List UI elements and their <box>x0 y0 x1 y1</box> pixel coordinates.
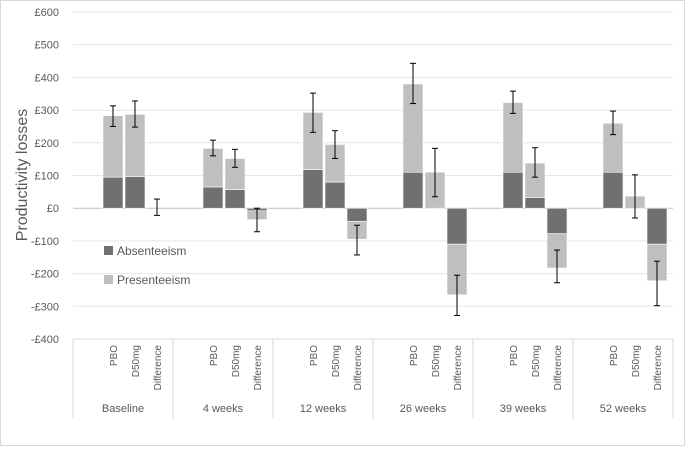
x-group-label: Baseline <box>102 403 144 415</box>
y-tick-label: £300 <box>35 105 59 117</box>
x-group-label: 4 weeks <box>203 403 244 415</box>
x-axis: PBO D50mg Difference Baseline PBO D50mg Differ… <box>72 338 674 419</box>
x-tick-label: D50mg <box>531 345 542 377</box>
y-tick-label: -£200 <box>31 269 59 281</box>
bar-absenteeism <box>324 181 346 209</box>
x-tick-label: PBO <box>109 345 120 366</box>
y-axis-ticks: £600 £500 £400 £300 £200 £100 £0 -£100 -£200 -£30… <box>31 7 59 346</box>
y-tick-label: £200 <box>35 138 59 150</box>
bar-absenteeism <box>224 189 246 209</box>
legend-label: Absenteeism <box>117 244 186 258</box>
x-tick-label: PBO <box>609 345 620 366</box>
bar-absenteeism <box>302 169 324 209</box>
y-tick-label: £0 <box>47 203 59 215</box>
bar-absenteeism <box>646 207 668 245</box>
x-tick-label: Difference <box>653 345 664 391</box>
bar-absenteeism <box>602 171 624 209</box>
bar-absenteeism <box>346 207 368 222</box>
y-tick-label: -£100 <box>31 236 59 248</box>
y-axis-title: Productivity losses <box>14 109 31 242</box>
x-tick-label: Difference <box>253 345 264 391</box>
x-tick-label: PBO <box>209 345 220 366</box>
bar-absenteeism <box>202 186 224 209</box>
y-tick-label: £500 <box>35 40 59 52</box>
bar-absenteeism <box>446 207 468 245</box>
x-tick-label: Difference <box>353 345 364 391</box>
x-group-label: 39 weeks <box>500 403 547 415</box>
x-tick-label: D50mg <box>431 345 442 377</box>
legend-label: Presenteeism <box>117 273 190 287</box>
bar-absenteeism <box>124 176 146 209</box>
bars <box>102 62 668 316</box>
x-tick-label: Difference <box>153 345 164 391</box>
legend: Absenteeism Presenteeism <box>104 244 190 287</box>
x-tick-label: D50mg <box>131 345 142 377</box>
x-group-label: 52 weeks <box>600 403 647 415</box>
x-group-label: 26 weeks <box>400 403 447 415</box>
bar-absenteeism <box>524 197 546 209</box>
x-tick-label: PBO <box>509 345 520 366</box>
bar-absenteeism <box>502 171 524 209</box>
y-tick-label: -£400 <box>31 334 59 346</box>
y-gridlines <box>73 11 673 340</box>
x-tick-label: D50mg <box>331 345 342 377</box>
bar-absenteeism <box>102 176 124 209</box>
x-tick-label: Difference <box>553 345 564 391</box>
y-tick-label: -£300 <box>31 301 59 313</box>
y-tick-label: £600 <box>35 7 59 19</box>
bar-absenteeism <box>402 171 424 209</box>
x-tick-label: Difference <box>453 345 464 391</box>
x-tick-label: D50mg <box>631 345 642 377</box>
legend-swatch <box>104 246 113 255</box>
y-tick-label: £400 <box>35 72 59 84</box>
x-tick-label: D50mg <box>231 345 242 377</box>
bar-absenteeism <box>546 207 568 235</box>
x-tick-label: PBO <box>309 345 320 366</box>
x-tick-label: PBO <box>409 345 420 366</box>
legend-swatch <box>104 275 113 284</box>
x-group-label: 12 weeks <box>300 403 347 415</box>
y-tick-label: £100 <box>35 171 59 183</box>
